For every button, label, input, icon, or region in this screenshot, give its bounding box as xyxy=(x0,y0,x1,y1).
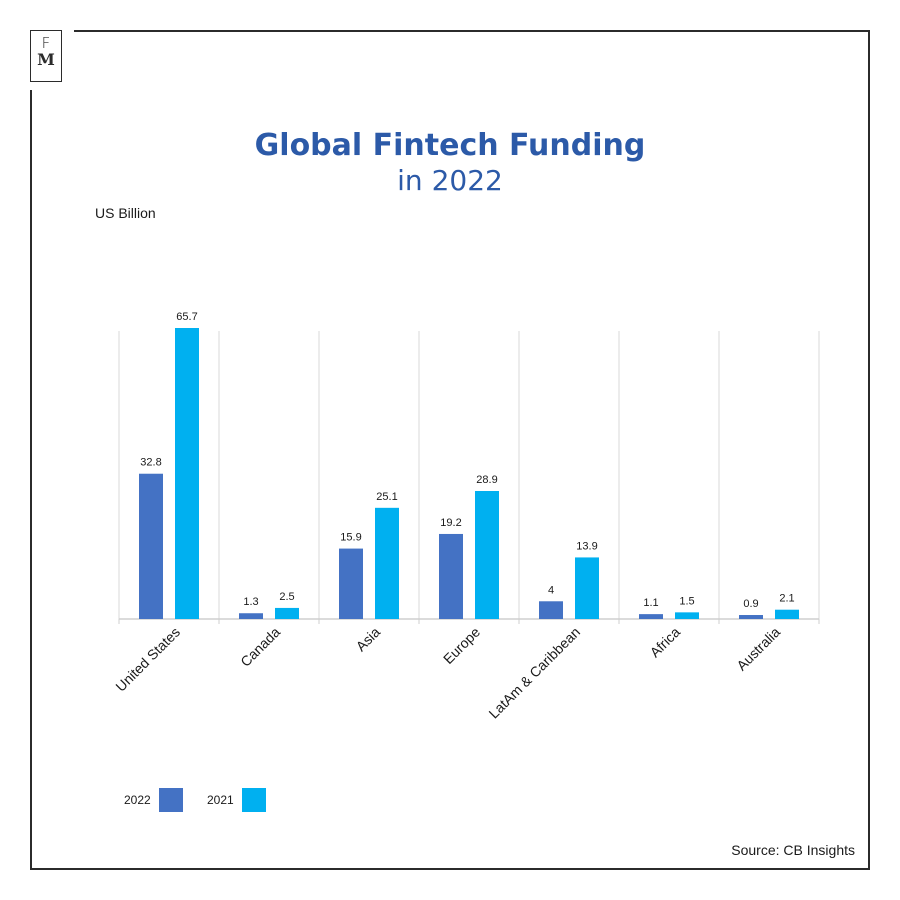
chart-title: Global Fintech Funding xyxy=(254,128,646,163)
logo-letter-m: M xyxy=(37,50,55,69)
data-label-2022: 0.9 xyxy=(743,598,758,610)
bar-2022 xyxy=(239,613,263,619)
category-label: Europe xyxy=(440,624,483,667)
category-label: LatAm & Caribbean xyxy=(485,624,583,722)
category-label: Asia xyxy=(353,624,384,655)
category-label: Canada xyxy=(237,624,283,670)
legend-label-2022: 2022 xyxy=(124,793,151,807)
data-label-2022: 1.1 xyxy=(643,597,658,609)
fm-logo: F M xyxy=(30,30,62,82)
legend-label-2021: 2021 xyxy=(207,793,234,807)
data-label-2021: 13.9 xyxy=(576,540,597,552)
bar-2021 xyxy=(375,507,399,619)
category-label: United States xyxy=(112,624,183,695)
bar-2021 xyxy=(775,609,799,619)
data-label-2021: 2.1 xyxy=(779,593,794,605)
bar-2021 xyxy=(675,612,699,619)
legend-swatch-2021 xyxy=(241,788,266,812)
bar-2022 xyxy=(539,601,563,619)
data-label-2021: 2.5 xyxy=(279,591,294,603)
bar-2022 xyxy=(639,614,663,619)
chart-frame xyxy=(30,30,870,870)
logo-letter-f: F xyxy=(41,34,51,52)
bar-2021 xyxy=(175,328,199,619)
bar-2022 xyxy=(739,615,763,619)
y-axis-label: US Billion xyxy=(95,205,156,221)
bar-2022 xyxy=(139,473,163,619)
data-label-2021: 28.9 xyxy=(476,474,497,486)
data-label-2022: 32.8 xyxy=(140,457,161,469)
legend-item-2021: 2021 xyxy=(207,788,266,812)
data-label-2021: 1.5 xyxy=(679,595,694,607)
bar-2022 xyxy=(339,548,363,619)
bar-2021 xyxy=(275,607,299,619)
legend-item-2022: 2022 xyxy=(124,788,183,812)
chart-subtitle: in 2022 xyxy=(397,164,503,197)
data-label-2021: 25.1 xyxy=(376,491,397,503)
legend-swatch-2022 xyxy=(158,788,183,812)
bar-2021 xyxy=(575,557,599,619)
source-note: Source: CB Insights xyxy=(731,842,855,858)
category-label: Africa xyxy=(646,624,683,661)
data-label-2022: 1.3 xyxy=(243,596,258,608)
data-label-2021: 65.7 xyxy=(176,311,197,323)
bar-2021 xyxy=(475,490,499,619)
data-label-2022: 15.9 xyxy=(340,532,361,544)
data-label-2022: 4 xyxy=(548,584,554,596)
bar-2022 xyxy=(439,533,463,619)
category-label: Australia xyxy=(733,624,783,674)
data-label-2022: 19.2 xyxy=(440,517,461,529)
